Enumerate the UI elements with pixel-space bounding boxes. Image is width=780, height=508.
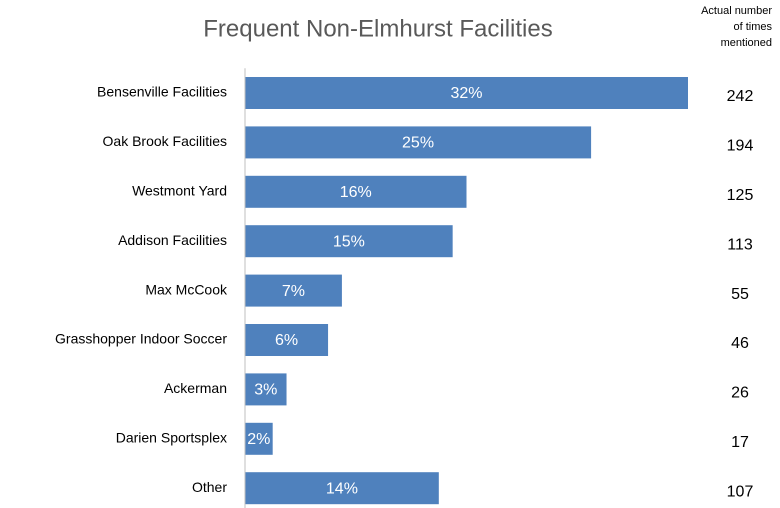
bar-label: 14% — [326, 480, 358, 497]
category-label: Addison Facilities — [118, 232, 227, 248]
count-label: 55 — [731, 286, 749, 303]
count-label: 17 — [731, 434, 749, 451]
count-label: 46 — [731, 335, 749, 352]
bar — [245, 324, 329, 356]
bar — [245, 175, 467, 208]
bar-label: 7% — [282, 283, 305, 300]
category-label: Darien Sportsplex — [116, 430, 227, 446]
count-label: 125 — [727, 187, 754, 204]
counts-header: Actual number — [701, 5, 772, 17]
bar — [245, 422, 273, 455]
count-label: 242 — [727, 88, 754, 105]
count-label: 26 — [731, 385, 749, 402]
chart-title: Frequent Non-Elmhurst Facilities — [203, 15, 552, 42]
category-label: Westmont Yard — [132, 183, 227, 199]
category-label: Other — [192, 479, 227, 495]
bar-label: 25% — [402, 135, 434, 152]
count-label: 107 — [727, 483, 754, 500]
category-label: Oak Brook Facilities — [103, 133, 227, 149]
category-label: Grasshopper Indoor Soccer — [55, 331, 227, 347]
bar-label: 6% — [275, 332, 298, 349]
counts-header: mentioned — [721, 37, 772, 49]
bar — [245, 126, 592, 159]
count-label: 113 — [727, 236, 753, 253]
counts-header: of times — [733, 21, 772, 33]
bar-label: 15% — [333, 233, 365, 250]
count-label: 194 — [727, 138, 754, 155]
category-label: Max McCook — [145, 281, 228, 297]
bar-label: 3% — [254, 382, 277, 399]
bar-label: 2% — [247, 431, 270, 448]
bar-label: 32% — [450, 85, 482, 102]
bar — [245, 274, 342, 307]
category-label: Bensenville Facilities — [97, 84, 227, 100]
bar — [245, 225, 453, 258]
bar-label: 16% — [340, 184, 372, 201]
bar — [245, 373, 287, 406]
bar — [245, 77, 688, 109]
bar — [245, 472, 439, 505]
category-label: Ackerman — [164, 380, 227, 396]
